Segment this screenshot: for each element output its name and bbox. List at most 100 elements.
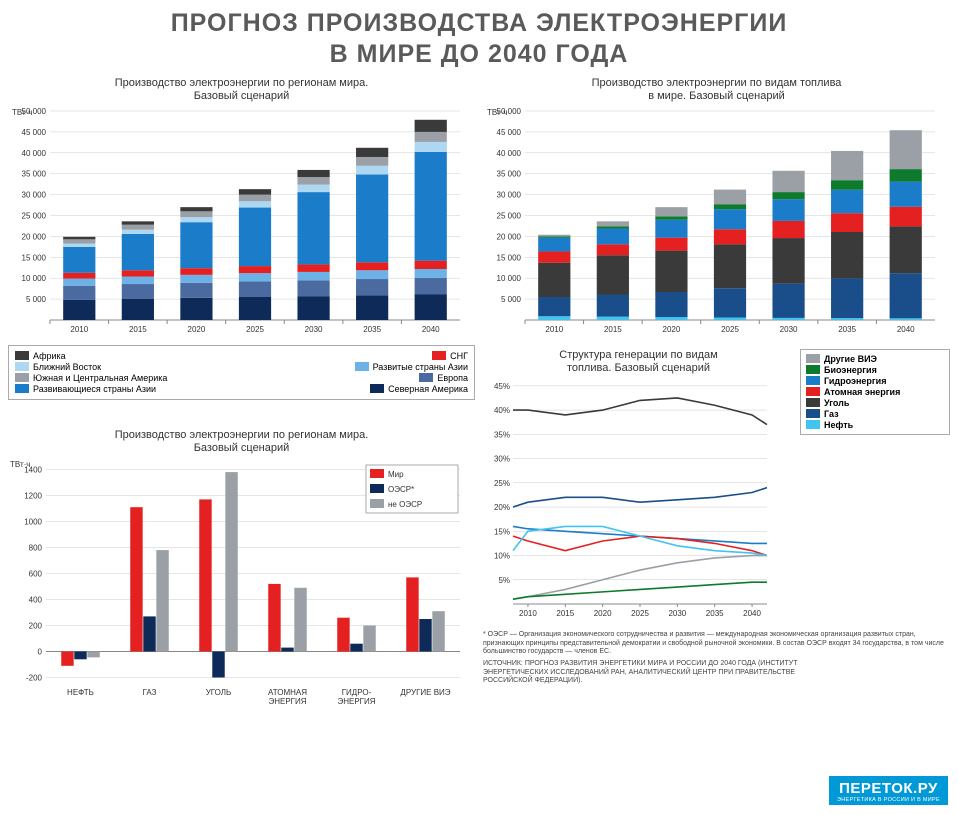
svg-text:2030: 2030 [668, 609, 686, 618]
svg-text:2020: 2020 [594, 609, 612, 618]
svg-text:40 000: 40 000 [497, 149, 522, 158]
svg-text:1200: 1200 [24, 491, 42, 500]
svg-text:2010: 2010 [545, 325, 563, 334]
svg-text:-200: -200 [26, 673, 43, 682]
svg-text:ГАЗ: ГАЗ [143, 688, 157, 697]
svg-text:5 000: 5 000 [26, 295, 47, 304]
chart2-title: Производство электроэнергии по видам топ… [483, 77, 950, 103]
svg-text:15 000: 15 000 [497, 253, 522, 262]
svg-text:2025: 2025 [631, 609, 649, 618]
chart-grid: Производство электроэнергии по регионам … [8, 77, 950, 717]
source-text: ИСТОЧНИК: ПРОГНОЗ РАЗВИТИЯ ЭНЕРГЕТИКИ МИ… [483, 660, 803, 685]
svg-text:5%: 5% [498, 576, 510, 585]
svg-text:45 000: 45 000 [497, 128, 522, 137]
fuel-legend: Другие ВИЭБиоэнергияГидроэнергияАтомная … [800, 349, 950, 435]
chart3-title: Производство электроэнергии по регионам … [8, 429, 475, 455]
svg-text:20%: 20% [494, 503, 510, 512]
svg-text:2035: 2035 [838, 325, 856, 334]
svg-text:2015: 2015 [556, 609, 574, 618]
svg-text:30 000: 30 000 [22, 190, 47, 199]
svg-text:ГИДРО-: ГИДРО- [342, 688, 372, 697]
legend-item: Африка [15, 351, 66, 361]
legend-item: Гидроэнергия [806, 376, 944, 386]
legend-item: Атомная энергия [806, 387, 944, 397]
chart1-title: Производство электроэнергии по регионам … [8, 77, 475, 103]
svg-text:0: 0 [38, 647, 43, 656]
svg-text:20 000: 20 000 [22, 232, 47, 241]
svg-text:400: 400 [29, 595, 43, 604]
main-title: ПРОГНОЗ ПРОИЗВОДСТВА ЭЛЕКТРОЭНЕРГИИВ МИР… [8, 8, 950, 71]
svg-text:25%: 25% [494, 479, 510, 488]
svg-text:2025: 2025 [721, 325, 739, 334]
legend-item: СНГ [432, 351, 468, 361]
chart1-legend: Африка СНГ Ближний Восток Развитые страны А… [8, 345, 475, 400]
svg-text:10%: 10% [494, 552, 510, 561]
svg-text:2040: 2040 [743, 609, 761, 618]
svg-text:ЭНЕРГИЯ: ЭНЕРГИЯ [337, 697, 375, 706]
footnote: * ОЭСР — Организация экономического сотр… [483, 631, 950, 656]
svg-text:не ОЭСР: не ОЭСР [388, 500, 422, 509]
svg-text:УГОЛЬ: УГОЛЬ [206, 688, 232, 697]
chart3-svg: ТВт·ч-2000200400600800100012001400МирОЭС… [8, 457, 468, 712]
legend-item: Развитые страны Азии [355, 362, 468, 372]
svg-text:30%: 30% [494, 455, 510, 464]
svg-text:40 000: 40 000 [22, 149, 47, 158]
legend-item: Нефть [806, 420, 944, 430]
svg-text:15 000: 15 000 [22, 253, 47, 262]
legend-item: Южная и Центральная Америка [15, 373, 167, 383]
svg-text:15%: 15% [494, 528, 510, 537]
chart4-title: Структура генерации по видамтоплива. Баз… [483, 349, 794, 375]
svg-text:20 000: 20 000 [497, 232, 522, 241]
svg-text:5 000: 5 000 [501, 295, 522, 304]
svg-text:25 000: 25 000 [497, 211, 522, 220]
svg-text:1000: 1000 [24, 517, 42, 526]
svg-text:2035: 2035 [363, 325, 381, 334]
svg-text:2040: 2040 [422, 325, 440, 334]
svg-text:45 000: 45 000 [22, 128, 47, 137]
svg-text:40%: 40% [494, 406, 510, 415]
svg-text:ОЭСР*: ОЭСР* [388, 485, 414, 494]
legend-item: Газ [806, 409, 944, 419]
chart4-svg: 5% 10% 15% 20% 25% 30% 35% 40% 45% 2010 2015 2020 20… [483, 377, 773, 622]
svg-text:2010: 2010 [519, 609, 537, 618]
svg-text:АТОМНАЯ: АТОМНАЯ [268, 688, 307, 697]
panel-delta: Производство электроэнергии по регионам … [8, 429, 475, 717]
svg-text:2025: 2025 [246, 325, 264, 334]
svg-text:10 000: 10 000 [497, 274, 522, 283]
legend-item: Другие ВИЭ [806, 354, 944, 364]
svg-text:600: 600 [29, 569, 43, 578]
legend-item: Европа [419, 373, 468, 383]
svg-text:2035: 2035 [706, 609, 724, 618]
legend-item: Биоэнергия [806, 365, 944, 375]
svg-text:ЭНЕРГИЯ: ЭНЕРГИЯ [268, 697, 306, 706]
svg-text:2010: 2010 [70, 325, 88, 334]
svg-text:2040: 2040 [897, 325, 915, 334]
svg-text:1400: 1400 [24, 465, 42, 474]
svg-text:2020: 2020 [188, 325, 206, 334]
panel-fuel: Производство электроэнергии по видам топ… [483, 77, 950, 686]
svg-text:Мир: Мир [388, 470, 404, 479]
svg-text:30 000: 30 000 [497, 190, 522, 199]
svg-text:50 000: 50 000 [497, 107, 522, 116]
svg-text:2015: 2015 [604, 325, 622, 334]
legend-item: Северная Америка [370, 384, 468, 394]
svg-text:800: 800 [29, 543, 43, 552]
svg-text:2015: 2015 [129, 325, 147, 334]
svg-text:200: 200 [29, 621, 43, 630]
svg-text:2020: 2020 [663, 325, 681, 334]
svg-text:35 000: 35 000 [22, 170, 47, 179]
chart2-svg: ТВт·ч5 00010 00015 00020 00025 00030 000… [483, 105, 943, 340]
source-logo: ПЕРЕТОК.РУ ЭНЕРГЕТИКА В РОССИИ И В МИРЕ [829, 776, 948, 805]
svg-text:45%: 45% [494, 382, 510, 391]
svg-text:35 000: 35 000 [497, 170, 522, 179]
legend-item: Ближний Восток [15, 362, 101, 372]
svg-text:ДРУГИЕ ВИЭ: ДРУГИЕ ВИЭ [400, 688, 450, 697]
svg-text:50 000: 50 000 [22, 107, 47, 116]
legend-item: Уголь [806, 398, 944, 408]
svg-text:10 000: 10 000 [22, 274, 47, 283]
svg-text:2030: 2030 [305, 325, 323, 334]
svg-text:2030: 2030 [780, 325, 798, 334]
legend-item: Развивающиеся страны Азии [15, 384, 156, 394]
chart1-svg: ТВт·ч5 00010 00015 00020 00025 00030 000… [8, 105, 468, 340]
svg-text:35%: 35% [494, 431, 510, 440]
